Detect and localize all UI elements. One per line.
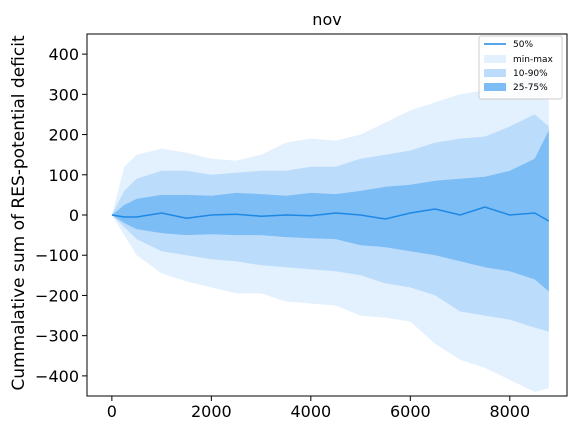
legend-swatch-10-90 (484, 69, 506, 77)
y-tick-label: 0 (69, 206, 79, 225)
y-tick-label: 300 (48, 85, 79, 104)
x-tick-label: 0 (107, 402, 117, 421)
legend-label-25-75: 25-75% (513, 83, 548, 93)
x-tick-label: 4000 (290, 402, 331, 421)
legend-swatch-min-max (484, 55, 506, 63)
legend-label-50: 50% (513, 40, 533, 50)
y-tick-label: −200 (35, 286, 79, 305)
y-tick-label: 100 (48, 166, 79, 185)
median-line (111, 206, 550, 222)
y-axis: −400 −300 −200 −100 0 100 200 300 400 (35, 45, 87, 386)
bands-group (111, 70, 549, 392)
band-25-75 (111, 130, 549, 292)
y-tick-label: −100 (35, 246, 79, 265)
legend-label-10-90: 10-90% (513, 69, 548, 79)
x-tick-label: 2000 (191, 402, 232, 421)
y-tick-label: −400 (35, 367, 79, 386)
x-tick-label: 8000 (489, 402, 530, 421)
y-axis-label: Cummalative sum of RES-potential deficit (9, 35, 29, 391)
chart-title: nov (312, 10, 341, 29)
legend-swatch-25-75 (484, 83, 506, 91)
x-tick-label: 6000 (390, 402, 431, 421)
y-tick-label: −300 (35, 327, 79, 346)
y-tick-label: 400 (48, 45, 79, 64)
legend: 50% min-max 10-90% 25-75% (478, 35, 563, 100)
x-axis: 0 2000 4000 6000 8000 (107, 396, 530, 421)
median-group (111, 206, 550, 222)
y-tick-label: 200 (48, 126, 79, 145)
legend-label-min-max: min-max (513, 55, 554, 65)
